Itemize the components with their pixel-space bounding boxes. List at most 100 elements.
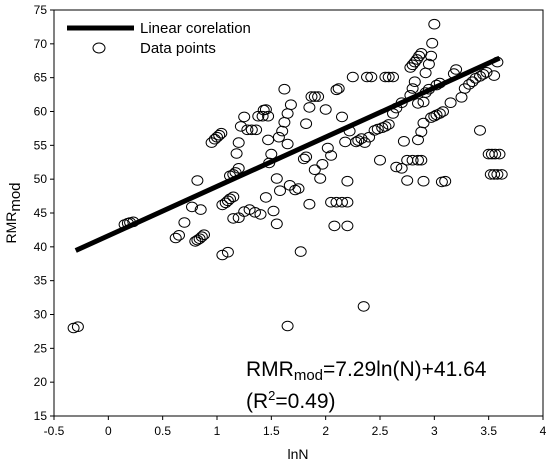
data-point (439, 175, 452, 187)
data-point (415, 126, 428, 138)
data-point (426, 37, 439, 49)
data-point (194, 204, 207, 215)
data-point (450, 64, 463, 75)
r2-close: =0.49) (275, 390, 335, 413)
y-tick-label: 20 (34, 375, 48, 389)
data-point (227, 213, 240, 224)
x-tick-label: 4 (540, 424, 547, 438)
data-point (417, 175, 430, 187)
data-point (254, 209, 267, 220)
data-point (234, 121, 247, 132)
data-point (267, 205, 280, 217)
fit-line (74, 55, 501, 253)
data-point (198, 229, 210, 240)
y-axis-label-sub: mod (7, 182, 24, 211)
data-point (241, 124, 254, 136)
legend-points-label: Data points (140, 40, 216, 57)
data-point (413, 50, 426, 62)
data-point (401, 175, 414, 186)
equation-rhs: =7.29ln(N)+41.64 (323, 358, 487, 381)
data-point (178, 217, 191, 228)
y-tick-label: 60 (34, 105, 48, 119)
data-point (425, 50, 438, 62)
equation-lhs-main: RMR (246, 358, 294, 381)
data-point (300, 151, 313, 163)
data-point (336, 196, 348, 208)
data-point (272, 131, 285, 143)
data-point (358, 137, 371, 148)
data-point (412, 98, 424, 109)
data-point (191, 175, 204, 186)
data-point (211, 131, 223, 143)
data-point (319, 104, 332, 115)
y-tick-label: 15 (34, 409, 48, 423)
data-point (379, 71, 392, 83)
data-point (339, 136, 352, 148)
y-axis-label-main: RMR (3, 212, 19, 244)
data-point (297, 153, 310, 165)
x-tick-label: 3 (431, 424, 438, 438)
data-point (336, 111, 348, 123)
data-point (314, 173, 327, 184)
data-point (316, 159, 329, 170)
data-point (437, 106, 449, 117)
x-axis-ticks: -0.5 0 0.5 1 1.5 2 2.5 3 3.5 4 (44, 416, 547, 438)
x-tick-label: 3.5 (480, 424, 497, 438)
data-point (300, 118, 313, 129)
data-point (412, 154, 424, 166)
y-tick-label: 70 (34, 37, 48, 51)
data-point (433, 108, 446, 119)
data-point (284, 99, 297, 110)
data-point (232, 137, 245, 148)
data-point (466, 76, 479, 87)
data-point (455, 92, 468, 103)
data-point (259, 104, 272, 115)
x-tick-label: 1 (214, 424, 221, 438)
data-point (408, 56, 421, 68)
data-point (352, 135, 365, 146)
data-point (341, 196, 354, 208)
y-axis-ticks: 15 20 25 30 35 40 45 50 55 60 65 70 75 (34, 3, 54, 423)
data-point (415, 154, 428, 166)
data-point (419, 67, 432, 79)
data-point (395, 163, 408, 174)
data-point (224, 193, 236, 205)
data-point (270, 173, 283, 184)
data-point (303, 102, 316, 113)
data-point (480, 67, 493, 78)
y-tick-label: 45 (34, 206, 48, 220)
data-point (274, 185, 286, 196)
data-point (262, 110, 275, 122)
legend-line-label: Linear corelation (140, 20, 251, 37)
data-point (281, 320, 294, 332)
y-tick-label: 35 (34, 274, 48, 288)
data-point (485, 148, 498, 160)
data-point (404, 62, 417, 73)
data-point (312, 91, 325, 102)
data-point (408, 76, 421, 87)
r2-open: (R (246, 390, 268, 413)
x-tick-label: 1.5 (263, 424, 280, 438)
data-point (193, 233, 206, 244)
y-tick-label: 75 (34, 3, 48, 17)
data-point (444, 97, 457, 108)
data-point (259, 192, 272, 203)
data-point (474, 71, 486, 82)
data-point (281, 138, 294, 150)
data-point (292, 183, 305, 194)
data-point (346, 71, 359, 83)
data-point (249, 207, 261, 218)
x-tick-label: 0 (105, 424, 112, 438)
data-point (428, 18, 441, 30)
data-point (491, 169, 504, 180)
data-point (417, 96, 430, 108)
data-point (406, 83, 419, 94)
y-tick-label: 40 (34, 240, 48, 254)
data-point (489, 148, 502, 160)
legend: Linear corelation Data points (67, 20, 251, 57)
data-point (232, 163, 245, 174)
data-point (213, 129, 226, 141)
data-point (458, 83, 471, 94)
legend-point-swatch (92, 42, 106, 54)
